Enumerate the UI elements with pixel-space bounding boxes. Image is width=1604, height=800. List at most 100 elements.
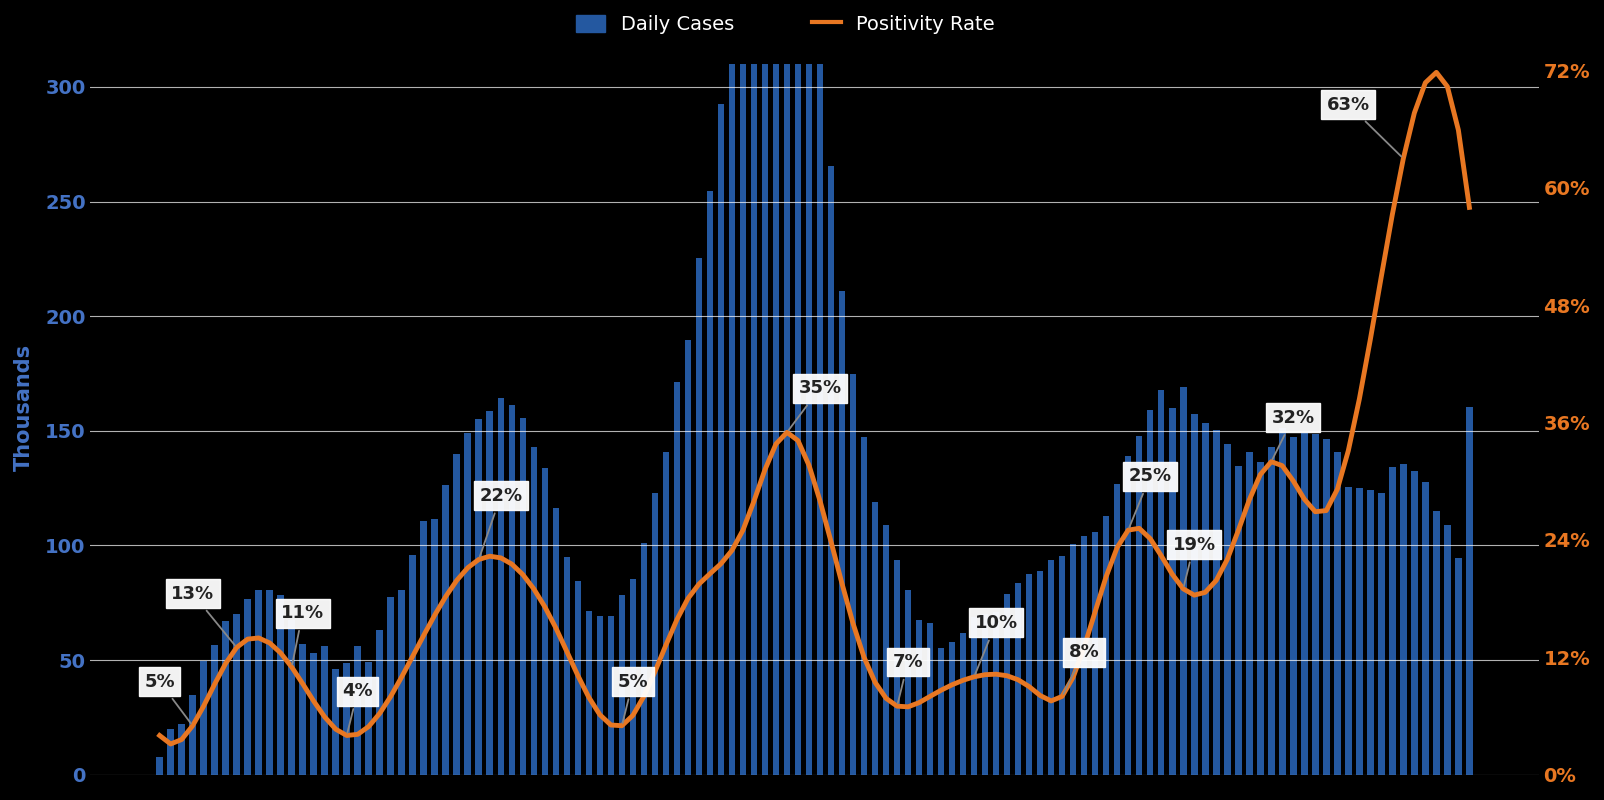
Bar (409, 555, 415, 774)
Bar (1235, 466, 1241, 774)
Bar (1432, 511, 1440, 774)
Bar (1004, 594, 1011, 774)
Bar (1059, 557, 1065, 774)
Bar (552, 507, 560, 774)
Bar (531, 447, 537, 774)
Bar (486, 411, 492, 774)
Legend: Daily Cases, Positivity Rate: Daily Cases, Positivity Rate (568, 7, 1002, 42)
Y-axis label: Thousands: Thousands (14, 344, 34, 471)
Bar (497, 398, 504, 774)
Bar (1423, 482, 1429, 774)
Text: 25%: 25% (1129, 467, 1173, 527)
Bar (762, 64, 768, 774)
Text: 32%: 32% (1272, 409, 1315, 459)
Bar (377, 630, 383, 774)
Bar (619, 594, 626, 774)
Bar (784, 64, 791, 774)
Bar (542, 468, 549, 774)
Bar (277, 595, 284, 774)
Bar (366, 662, 372, 774)
Bar (255, 590, 261, 774)
Bar (1015, 583, 1022, 774)
Bar (167, 729, 173, 774)
Bar (871, 502, 879, 774)
Bar (1147, 410, 1153, 774)
Bar (1104, 516, 1110, 774)
Bar (1092, 532, 1099, 774)
Bar (1335, 452, 1341, 774)
Bar (574, 581, 581, 774)
Text: 63%: 63% (1327, 95, 1402, 157)
Bar (640, 543, 646, 774)
Bar (1224, 444, 1230, 774)
Text: 19%: 19% (1173, 536, 1216, 586)
Bar (289, 620, 295, 774)
Bar (651, 494, 658, 774)
Bar (1124, 456, 1131, 774)
Bar (1201, 423, 1208, 774)
Bar (388, 597, 395, 774)
Bar (398, 590, 406, 774)
Bar (1355, 488, 1363, 774)
Bar (597, 615, 603, 774)
Bar (1389, 467, 1395, 774)
Bar (850, 374, 857, 774)
Bar (1301, 434, 1307, 774)
Bar (927, 622, 934, 774)
Bar (739, 64, 746, 774)
Bar (959, 633, 966, 774)
Bar (332, 670, 338, 774)
Bar (728, 64, 735, 774)
Text: 7%: 7% (893, 653, 924, 703)
Bar (508, 406, 515, 774)
Bar (1036, 570, 1044, 774)
Bar (1190, 414, 1198, 774)
Bar (1267, 446, 1275, 774)
Text: 22%: 22% (480, 486, 523, 557)
Bar (354, 646, 361, 774)
Bar (608, 616, 614, 774)
Bar (1444, 526, 1450, 774)
Bar (1113, 485, 1121, 774)
Bar (905, 590, 911, 774)
Bar (950, 642, 956, 774)
Bar (882, 525, 889, 774)
Bar (223, 621, 229, 774)
Bar (1290, 437, 1296, 774)
Bar (465, 434, 472, 774)
Bar (1346, 486, 1352, 774)
Text: 5%: 5% (618, 673, 648, 723)
Bar (321, 646, 327, 774)
Bar (1047, 560, 1054, 774)
Bar (1312, 434, 1318, 774)
Text: 35%: 35% (789, 379, 842, 430)
Bar (1181, 387, 1187, 774)
Bar (982, 614, 988, 774)
Bar (630, 579, 637, 774)
Bar (1169, 408, 1176, 774)
Bar (443, 485, 449, 774)
Bar (1246, 452, 1253, 774)
Bar (893, 560, 900, 774)
Bar (266, 590, 273, 774)
Bar (1278, 428, 1285, 774)
Text: 13%: 13% (172, 585, 234, 646)
Bar (916, 620, 922, 774)
Bar (839, 290, 845, 774)
Bar (431, 519, 438, 774)
Bar (1323, 439, 1330, 774)
Bar (311, 653, 318, 774)
Text: 11%: 11% (281, 604, 324, 664)
Bar (707, 191, 714, 774)
Bar (1378, 493, 1384, 774)
Bar (674, 382, 680, 774)
Bar (178, 724, 184, 774)
Bar (475, 418, 483, 774)
Bar (200, 662, 207, 774)
Bar (1027, 574, 1033, 774)
Bar (938, 648, 945, 774)
Bar (244, 598, 250, 774)
Bar (454, 454, 460, 774)
Bar (156, 758, 164, 774)
Bar (970, 617, 977, 774)
